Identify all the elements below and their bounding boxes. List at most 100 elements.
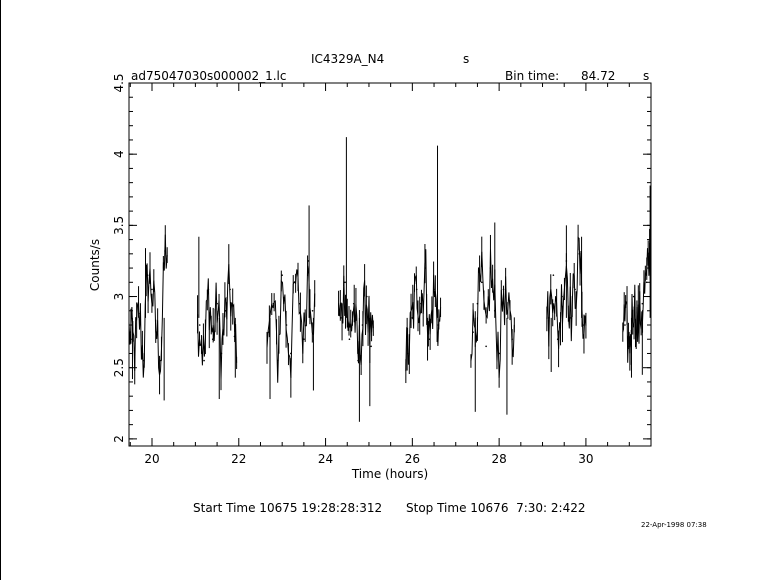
data-point bbox=[138, 312, 140, 315]
data-point bbox=[198, 324, 201, 326]
segment-7 bbox=[546, 224, 587, 372]
data-point bbox=[229, 288, 231, 291]
data-point bbox=[311, 309, 314, 312]
y-axis-label: Counts/s bbox=[88, 239, 102, 291]
data-point bbox=[339, 317, 342, 319]
data-point bbox=[556, 338, 559, 341]
segment-8 bbox=[622, 185, 652, 378]
y-tick-label: 2.5 bbox=[112, 358, 126, 377]
data-point bbox=[361, 324, 364, 326]
x-axis-label: Time (hours) bbox=[351, 467, 428, 481]
object-name: IC4329A_N4 bbox=[311, 52, 385, 66]
data-point bbox=[641, 302, 644, 305]
data-point bbox=[294, 281, 296, 284]
data-point bbox=[207, 288, 210, 291]
data-point bbox=[211, 338, 214, 341]
x-tick-label: 30 bbox=[578, 452, 593, 466]
data-point bbox=[476, 302, 479, 305]
y-tick-label: 3.5 bbox=[112, 216, 126, 235]
data-point bbox=[502, 288, 505, 291]
x-tick-label: 24 bbox=[318, 452, 333, 466]
data-point bbox=[224, 309, 227, 312]
data-point bbox=[489, 267, 492, 269]
data-point bbox=[552, 274, 555, 276]
data-point bbox=[352, 302, 355, 305]
start-time: Start Time 10675 19:28:28:312 bbox=[193, 501, 383, 515]
data-point bbox=[637, 331, 639, 333]
data-point bbox=[290, 352, 292, 355]
data-point bbox=[272, 302, 275, 305]
x-tick-label: 22 bbox=[231, 452, 246, 466]
data-point bbox=[437, 324, 440, 326]
data-point bbox=[632, 295, 635, 298]
data-point bbox=[298, 302, 301, 305]
data-point bbox=[344, 281, 346, 284]
x-tick-label: 26 bbox=[405, 452, 420, 466]
date-stamp: 22-Apr-1998 07:38 bbox=[641, 521, 707, 529]
file-name: ad75047030s000002_1.lc bbox=[131, 69, 287, 83]
data-point bbox=[348, 338, 351, 341]
data-point bbox=[151, 288, 153, 291]
segment-3 bbox=[266, 205, 316, 400]
data-point bbox=[511, 338, 513, 341]
segment-1 bbox=[128, 225, 168, 401]
data-point bbox=[281, 274, 283, 276]
window-left-border bbox=[0, 0, 1, 580]
plot-frame bbox=[128, 82, 652, 447]
data-point bbox=[411, 317, 414, 319]
y-tick-label: 4.5 bbox=[112, 73, 126, 92]
segment-4 bbox=[338, 137, 374, 422]
data-point bbox=[357, 359, 359, 362]
data-point bbox=[582, 324, 585, 326]
series-light-curve bbox=[128, 137, 652, 422]
object-unit: s bbox=[463, 52, 470, 66]
stop-time: Stop Time 10676 7:30: 2:422 bbox=[406, 501, 586, 515]
bin-time-unit: s bbox=[643, 69, 650, 83]
data-point bbox=[365, 295, 368, 298]
data-point bbox=[155, 331, 158, 333]
y-tick-label: 3 bbox=[112, 293, 126, 301]
data-point bbox=[574, 288, 576, 291]
x-tick-label: 28 bbox=[491, 452, 506, 466]
data-point bbox=[277, 359, 279, 362]
data-point bbox=[472, 331, 474, 333]
data-point bbox=[216, 302, 218, 305]
data-point bbox=[164, 250, 166, 252]
y-tick-label: 2 bbox=[112, 435, 126, 443]
data-point bbox=[415, 288, 418, 291]
data-point bbox=[498, 352, 500, 355]
segment-6 bbox=[470, 222, 515, 415]
data-point bbox=[133, 349, 136, 352]
data-point bbox=[578, 253, 581, 255]
data-point bbox=[203, 359, 205, 362]
data-point bbox=[428, 338, 431, 341]
segment-5 bbox=[405, 145, 442, 384]
data-point bbox=[433, 288, 435, 291]
data-point bbox=[220, 352, 223, 355]
data-point bbox=[561, 295, 563, 298]
data-point bbox=[624, 324, 626, 326]
data-point bbox=[548, 317, 550, 319]
data-point bbox=[285, 324, 288, 326]
data-point bbox=[480, 281, 483, 284]
axis-tick-labels: 20 22 24 26 28 30 2 2.5 3 3.5 4 4.5 bbox=[112, 73, 594, 466]
data-point bbox=[129, 331, 132, 333]
data-point bbox=[485, 345, 487, 348]
data-point bbox=[420, 302, 422, 305]
data-point bbox=[370, 345, 372, 348]
bin-time-value: 84.72 bbox=[581, 69, 616, 83]
data-point bbox=[628, 345, 631, 348]
data-point bbox=[146, 274, 149, 276]
data-point bbox=[159, 359, 162, 362]
bin-time-label: Bin time: bbox=[505, 69, 560, 83]
y-tick-label: 4 bbox=[112, 150, 126, 158]
data-point bbox=[569, 317, 572, 319]
data-point bbox=[645, 281, 648, 284]
data-point bbox=[142, 359, 145, 362]
x-tick-label: 20 bbox=[144, 452, 159, 466]
axis-ticks bbox=[129, 82, 652, 446]
data-point bbox=[303, 338, 305, 341]
data-point bbox=[424, 267, 427, 269]
